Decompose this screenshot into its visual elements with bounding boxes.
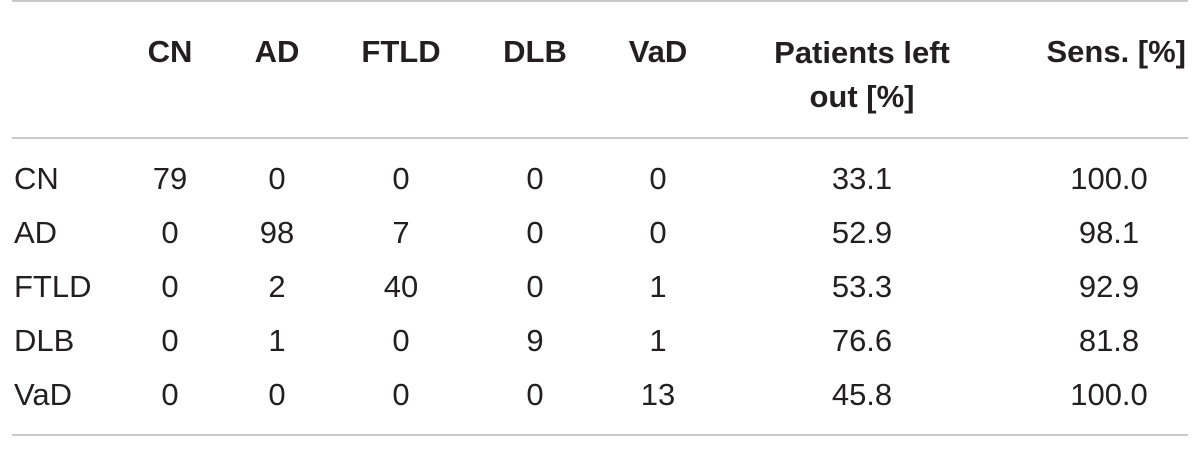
patients-left-out-cell: 45.8 (831, 377, 893, 412)
confusion-cell: 0 (392, 161, 410, 196)
confusion-cell: 0 (268, 377, 286, 412)
confusion-cell: 1 (649, 323, 667, 358)
confusion-cell: 98 (259, 215, 295, 250)
header-vad: VaD (628, 34, 688, 69)
confusion-cell: 79 (152, 161, 188, 196)
confusion-cell: 9 (526, 323, 544, 358)
header-dlb: DLB (503, 34, 567, 69)
confusion-cell: 1 (268, 323, 286, 358)
table-top-rule (12, 0, 1188, 2)
patients-left-out-cell: 76.6 (831, 323, 893, 358)
row-label: FTLD (14, 269, 92, 304)
confusion-cell: 40 (383, 269, 419, 304)
sensitivity-cell: 100.0 (1070, 161, 1148, 196)
header-patients-line2: out [%] (809, 79, 915, 114)
sensitivity-cell: 92.9 (1078, 269, 1140, 304)
patients-left-out-cell: 52.9 (831, 215, 893, 250)
header-divider-rule (12, 137, 1188, 139)
confusion-cell: 0 (392, 323, 410, 358)
header-sensitivity: Sens. [%] (1046, 34, 1186, 69)
confusion-cell: 0 (649, 215, 667, 250)
sensitivity-cell: 98.1 (1078, 215, 1140, 250)
confusion-cell: 0 (268, 161, 286, 196)
row-label: CN (14, 161, 59, 196)
table-bottom-rule (12, 434, 1188, 436)
confusion-cell: 1 (649, 269, 667, 304)
confusion-cell: 0 (161, 323, 179, 358)
confusion-cell: 0 (526, 269, 544, 304)
patients-left-out-cell: 33.1 (831, 161, 893, 196)
confusion-cell: 13 (640, 377, 676, 412)
confusion-cell: 2 (268, 269, 286, 304)
header-ad: AD (254, 34, 300, 69)
confusion-cell: 0 (161, 377, 179, 412)
confusion-cell: 0 (649, 161, 667, 196)
header-ftld: FTLD (361, 34, 441, 69)
header-cn: CN (147, 34, 193, 69)
patients-left-out-cell: 53.3 (831, 269, 893, 304)
row-label: AD (14, 215, 58, 250)
confusion-cell: 0 (526, 215, 544, 250)
sensitivity-cell: 81.8 (1078, 323, 1140, 358)
confusion-cell: 7 (392, 215, 410, 250)
sensitivity-cell: 100.0 (1070, 377, 1148, 412)
confusion-cell: 0 (526, 377, 544, 412)
row-label: VaD (14, 377, 73, 412)
confusion-cell: 0 (392, 377, 410, 412)
header-patients-line1: Patients left (774, 35, 950, 70)
confusion-cell: 0 (161, 215, 179, 250)
header-patients-left-out: Patients left out [%] (747, 31, 977, 119)
row-label: DLB (14, 323, 75, 358)
confusion-cell: 0 (161, 269, 179, 304)
confusion-cell: 0 (526, 161, 544, 196)
